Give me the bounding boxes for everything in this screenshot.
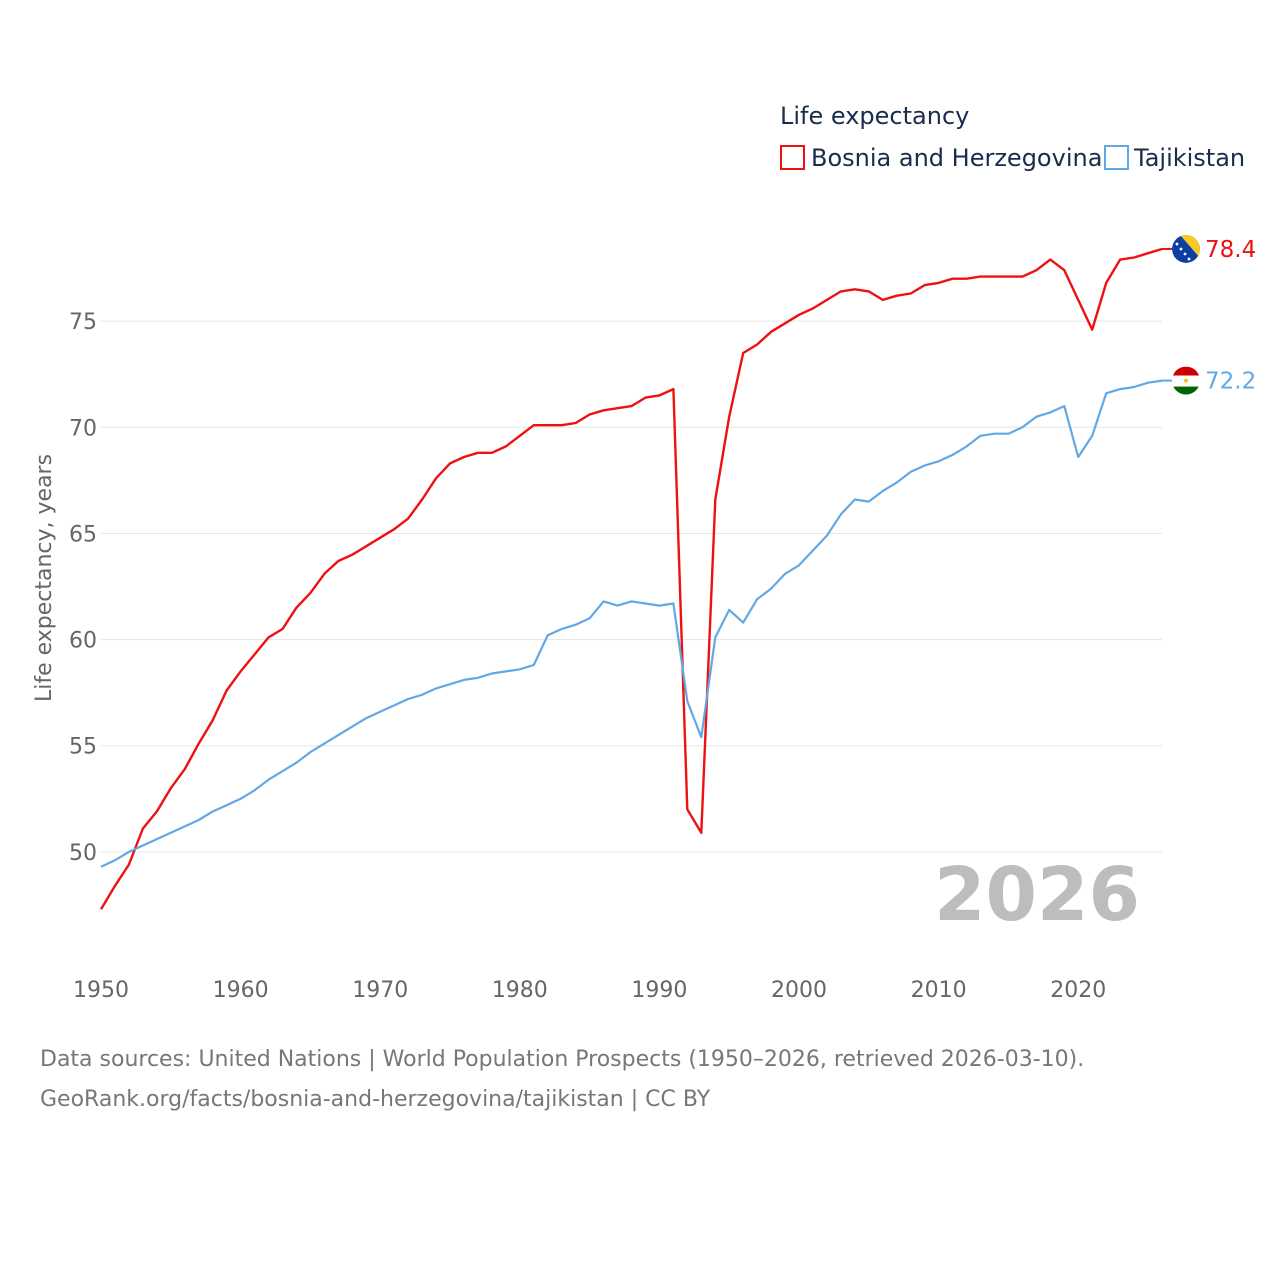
series-line-tajikistan (100, 379, 1163, 868)
legend-label-bosnia: Bosnia and Herzegovina (811, 144, 1102, 172)
y-tick-label: 55 (69, 735, 97, 760)
end-label-tajikistan: 72.2 (1205, 369, 1256, 395)
series-line-bosnia (99, 247, 1163, 910)
x-tick-label: 1990 (631, 978, 687, 1003)
y-axis-label: Life expectancy, years (32, 454, 57, 702)
end-marker-tajikistan: 72.2 (1172, 366, 1256, 395)
y-axis: 50 55 60 65 70 75 (69, 310, 97, 866)
x-tick-label: 1980 (492, 978, 548, 1003)
x-axis: 1950 1960 1970 1980 1990 2000 2010 2020 (73, 978, 1106, 1003)
legend-item-tajikistan[interactable]: Tajikistan (1104, 144, 1245, 172)
source-line-2[interactable]: GeoRank.org/facts/bosnia-and-herzegovina… (40, 1087, 711, 1112)
legend-label-tajikistan: Tajikistan (1133, 144, 1245, 172)
source-line-1: Data sources: United Nations | World Pop… (40, 1047, 1085, 1072)
y-tick-label: 50 (69, 841, 97, 866)
bosnia-flag-icon (1172, 234, 1200, 263)
end-label-bosnia: 78.4 (1205, 237, 1256, 263)
legend-item-bosnia[interactable]: Bosnia and Herzegovina (780, 144, 1102, 172)
x-tick-label: 1960 (213, 978, 269, 1003)
x-tick-label: 2000 (771, 978, 827, 1003)
y-tick-label: 60 (69, 629, 97, 654)
end-marker-bosnia: 78.4 (1172, 234, 1256, 263)
year-stamp: 2026 (934, 852, 1140, 938)
x-tick-label: 1950 (73, 978, 129, 1003)
y-tick-label: 65 (69, 522, 97, 547)
y-tick-label: 75 (69, 310, 97, 335)
tajikistan-flag-icon (1172, 366, 1200, 395)
legend-swatch-tajikistan (1104, 145, 1129, 170)
legend-swatch-bosnia (780, 145, 805, 170)
series-lines (99, 247, 1174, 910)
x-tick-label: 2010 (911, 978, 967, 1003)
source-note: Data sources: United Nations | World Pop… (40, 1040, 1260, 1120)
legend-title: Life expectancy (780, 102, 969, 130)
x-tick-label: 2020 (1050, 978, 1106, 1003)
x-tick-label: 1970 (352, 978, 408, 1003)
gridlines (101, 320, 1162, 853)
legend: Life expectancy Bosnia and Herzegovina T… (780, 102, 1245, 172)
y-tick-label: 70 (69, 416, 97, 441)
